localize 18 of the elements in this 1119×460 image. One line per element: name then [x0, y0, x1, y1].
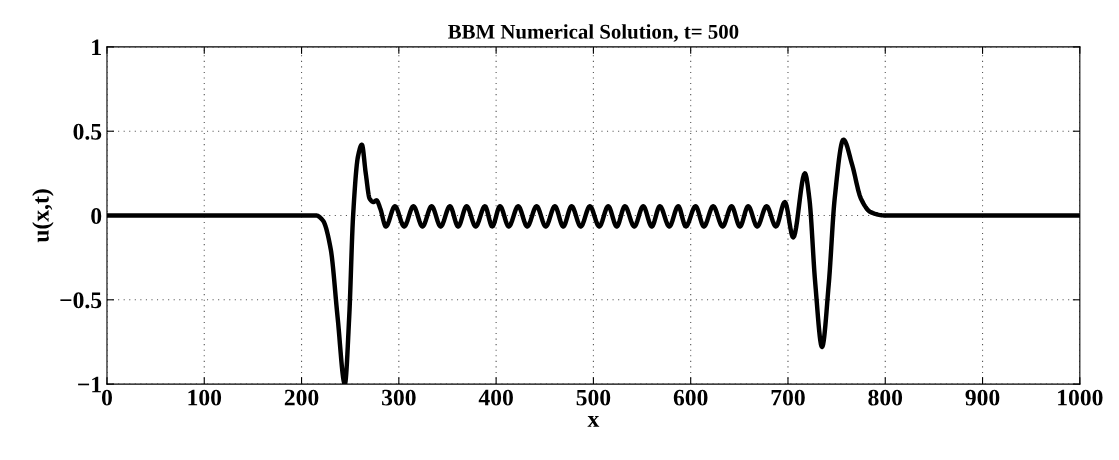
x-tick-label: 800: [868, 389, 903, 406]
x-axis-title: x: [587, 415, 600, 427]
x-tick-label: 900: [965, 389, 1000, 406]
x-tick-label: 700: [771, 389, 805, 406]
y-axis-title: u(x,t): [32, 189, 54, 243]
y-tick-label: 0: [91, 208, 102, 224]
chart-title: BBM Numerical Solution, t= 500: [448, 24, 739, 42]
x-tick-label: 600: [673, 389, 708, 406]
x-tick-label: 200: [284, 389, 319, 406]
y-tick-label: 1: [92, 39, 101, 56]
y-tick-label: 0.5: [73, 123, 102, 140]
x-tick-label: 400: [478, 389, 513, 406]
x-tick-label: 100: [188, 389, 222, 406]
x-tick-label: 300: [382, 389, 416, 406]
y-tick-label: −1: [78, 376, 101, 393]
x-tick-label: 1000: [1058, 389, 1103, 406]
x-tick-label: 500: [576, 389, 611, 406]
y-tick-label: −0.5: [60, 292, 102, 309]
